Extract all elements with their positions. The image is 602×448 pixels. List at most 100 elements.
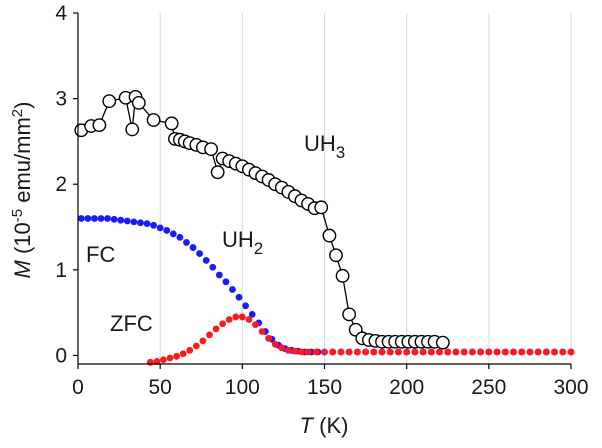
data-point [298, 348, 305, 356]
data-point [150, 221, 157, 229]
y-tick-label: 3 [55, 88, 67, 111]
y-tick-label: 2 [55, 173, 67, 196]
data-point [291, 347, 299, 355]
data-point [183, 239, 190, 246]
x-tick-label: 0 [72, 376, 84, 399]
data-point [199, 337, 207, 345]
data-point [117, 216, 125, 224]
y-axis-post: ) [10, 102, 35, 109]
y-tick-label: 0 [55, 344, 67, 367]
data-point [186, 346, 194, 354]
data-point [102, 94, 117, 109]
data-point [123, 217, 131, 225]
x-tick-label: 50 [148, 376, 171, 399]
data-point [501, 348, 509, 356]
data-point [209, 263, 217, 271]
data-point [196, 250, 204, 257]
data-point [160, 356, 167, 364]
data-point [110, 215, 118, 223]
data-point [329, 348, 337, 356]
data-point [143, 220, 151, 228]
data-point [345, 348, 353, 356]
data-point [271, 340, 279, 348]
data-point [215, 271, 223, 279]
data-point [386, 348, 394, 356]
data-point [176, 233, 184, 241]
data-point [164, 116, 179, 131]
data-point [153, 358, 161, 365]
data-point [252, 321, 259, 329]
data-point [321, 348, 328, 356]
data-point [258, 328, 266, 335]
x-tick-label: 300 [553, 376, 588, 399]
x-tick-label: 150 [307, 376, 342, 399]
data-point [493, 348, 501, 356]
data-point [403, 348, 411, 356]
data-point [238, 313, 246, 321]
y-tick-label: 1 [55, 259, 67, 282]
data-point [460, 348, 468, 356]
data-point [314, 200, 329, 215]
grid-lines [159, 13, 572, 364]
data-point [137, 219, 144, 227]
data-point [510, 348, 517, 356]
data-point [312, 348, 320, 356]
data-point [335, 268, 350, 283]
data-point [179, 350, 187, 358]
data-point [146, 113, 161, 127]
data-point [419, 348, 427, 356]
data-point [378, 348, 386, 356]
x-axis-title: T (K) [300, 413, 349, 438]
fc-label: FC [86, 242, 115, 267]
data-point [229, 286, 236, 293]
uh2-label-text: UH [222, 227, 254, 252]
data-point [77, 215, 85, 222]
data-point [427, 348, 435, 356]
data-point [210, 165, 225, 180]
data-point [173, 352, 181, 360]
x-tick-label: 200 [389, 376, 424, 399]
data-point [125, 122, 140, 137]
x-tick-label: 250 [471, 376, 506, 399]
data-point [452, 348, 460, 356]
y-axis-symbol: M [10, 259, 35, 278]
data-point [444, 348, 452, 356]
series-2 [146, 313, 575, 366]
data-point [485, 348, 493, 356]
data-point [104, 215, 111, 222]
data-point [436, 348, 443, 356]
x-axis-symbol: T [300, 413, 315, 438]
data-point [526, 348, 534, 356]
data-point [212, 325, 220, 333]
data-point [265, 334, 273, 342]
series-0 [74, 89, 450, 350]
data-point [304, 348, 312, 356]
data-point [97, 215, 105, 222]
y-axis-title: M (10-5 emu/mm2) [9, 102, 35, 279]
data-point [146, 358, 154, 366]
data-point [477, 348, 485, 356]
uh2-label-sub: 2 [254, 239, 263, 258]
x-tick-label: 100 [225, 376, 260, 399]
data-point [559, 348, 567, 356]
data-point [91, 215, 98, 222]
data-point [395, 348, 402, 356]
data-layer [74, 89, 575, 366]
data-point [411, 348, 419, 356]
y-axis-mid: emu/mm [10, 117, 35, 209]
data-point [169, 230, 177, 238]
data-point [131, 95, 146, 110]
y-axis-pre: (10 [10, 222, 35, 260]
data-point [219, 320, 227, 328]
uh3-label: UH3 [304, 131, 345, 162]
data-point [232, 313, 240, 321]
data-point [353, 348, 361, 356]
data-point [342, 307, 357, 322]
data-point [206, 331, 213, 339]
data-point [329, 248, 343, 263]
zfc-label: ZFC [110, 311, 153, 336]
data-point [435, 335, 450, 350]
data-point [92, 118, 107, 133]
uh3-label-text: UH [304, 131, 336, 156]
